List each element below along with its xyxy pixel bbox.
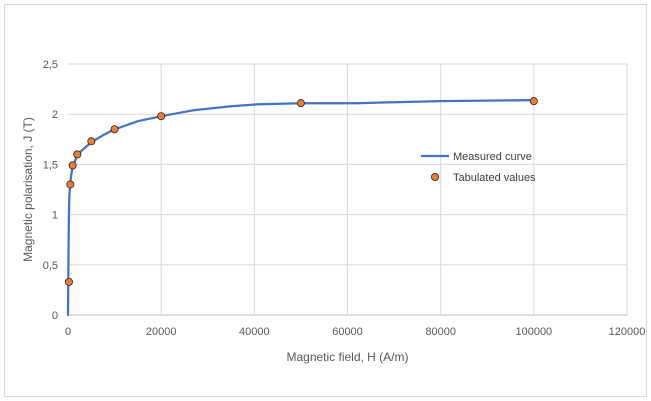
legend-marker-swatch: [430, 172, 439, 181]
x-tick-label: 60000: [332, 326, 363, 338]
legend-label-tabulated-values: Tabulated values: [453, 172, 536, 184]
y-tick-label: 2,5: [43, 59, 58, 71]
x-tick-label: 0: [65, 326, 71, 338]
tabulated-value-marker: [68, 161, 77, 170]
tabulated-value-marker: [64, 277, 73, 286]
x-tick-label: 100000: [515, 326, 552, 338]
tabulated-value-marker: [157, 112, 166, 121]
x-tick-label: 80000: [425, 326, 456, 338]
tabulated-value-marker: [87, 137, 96, 146]
y-tick-label: 0,5: [43, 260, 58, 272]
x-tick-label: 40000: [239, 326, 270, 338]
tabulated-value-marker: [73, 150, 82, 159]
legend-label-measured-curve: Measured curve: [453, 151, 532, 163]
tabulated-value-marker: [66, 180, 75, 189]
y-axis-title: Magnetic polarisation, J (T): [21, 117, 35, 262]
measured-curve-line: [66, 98, 535, 317]
tabulated-value-marker: [296, 99, 305, 108]
x-tick-label: 120000: [609, 326, 646, 338]
y-tick-label: 0: [52, 310, 58, 322]
x-axis-title: Magnetic field, H (A/m): [286, 350, 408, 364]
y-tick-label: 1: [52, 210, 58, 222]
plot-series: [64, 97, 538, 317]
x-tick-label: 20000: [146, 326, 177, 338]
y-tick-label: 1,5: [43, 159, 58, 171]
gridlines: [68, 63, 628, 316]
legend: Measured curve Tabulated values: [421, 151, 536, 184]
tabulated-value-marker: [529, 97, 538, 106]
tick-labels: 0 0,5 1 1,5 2 2,5 0 20000 40000 60000 80000 100000 1…: [43, 59, 646, 338]
tabulated-value-marker: [110, 125, 119, 134]
y-tick-label: 2: [52, 109, 58, 121]
chart-area: [4, 4, 647, 397]
